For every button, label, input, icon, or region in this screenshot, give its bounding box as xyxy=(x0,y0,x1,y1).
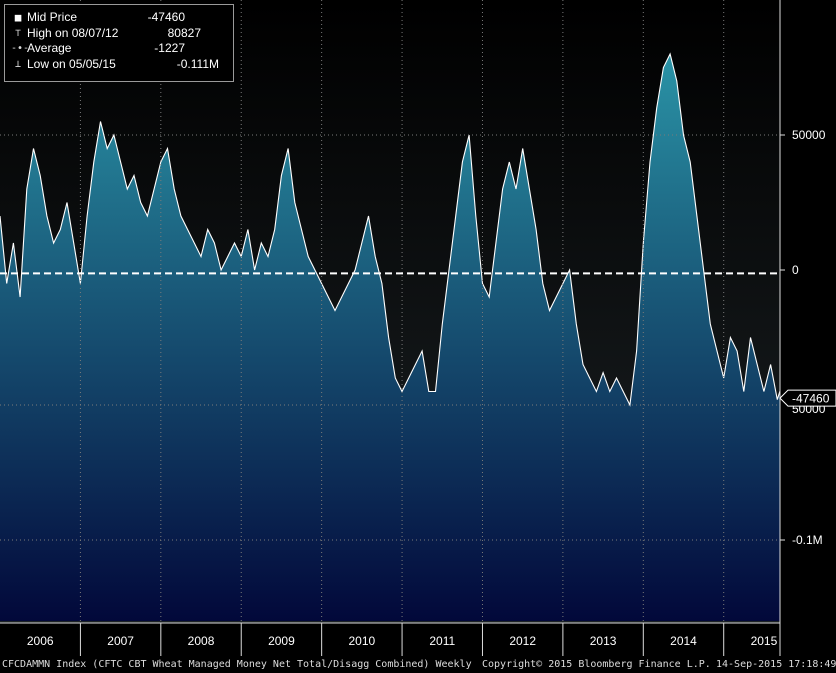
y-axis-panel xyxy=(780,0,836,623)
legend-average-value: -1227 xyxy=(154,41,185,55)
x-tick-label-2012: 2012 xyxy=(509,634,536,648)
legend-mid-price-label: Mid Price xyxy=(27,10,78,24)
x-tick-label-2015: 2015 xyxy=(751,634,778,648)
legend-row-mid-price: ■ Mid Price -47460 xyxy=(11,10,227,26)
x-tick-label-2011: 2011 xyxy=(429,634,455,648)
footer-timestamp: 14-Sep-2015 17:18:49 xyxy=(716,659,836,670)
series-line xyxy=(0,52,836,460)
average-line-icon: -•- xyxy=(11,43,30,54)
footer-copyright: Copyright© 2015 Bloomberg Finance L.P. xyxy=(482,659,711,670)
legend-box: ■ Mid Price -47460 ⊤ High on 08/07/12 80… xyxy=(4,4,234,82)
x-tick-label-2009: 2009 xyxy=(268,634,295,648)
legend-row-high: ⊤ High on 08/07/12 80827 xyxy=(11,26,227,42)
high-marker-icon: ⊤ xyxy=(14,27,22,39)
x-tick-label-2010: 2010 xyxy=(349,634,376,648)
chart-footer: CFCDAMMN Index (CFTC CBT Wheat Managed M… xyxy=(0,656,836,673)
legend-high-value: 80827 xyxy=(167,25,201,40)
legend-row-average: -•- Average -1227 xyxy=(11,41,227,57)
x-tick-label-2013: 2013 xyxy=(590,634,617,648)
x-axis-band xyxy=(0,623,836,656)
last-value-label: -47460 xyxy=(792,392,830,406)
x-tick-label-2006: 2006 xyxy=(27,634,54,648)
y-tick-label-1: 0 xyxy=(792,263,799,277)
footer-index-name: CFCDAMMN Index (CFTC CBT Wheat Managed M… xyxy=(2,659,472,670)
square-icon: ■ xyxy=(14,11,22,24)
legend-average-label: Average xyxy=(27,41,72,55)
x-tick-label-2007: 2007 xyxy=(107,634,134,648)
legend-row-low: ⊥ Low on 05/05/15 -0.111M xyxy=(11,57,227,73)
legend-low-label: Low on 05/05/15 xyxy=(27,56,116,71)
low-marker-icon: ⊥ xyxy=(14,58,22,70)
legend-mid-price-value: -47460 xyxy=(147,10,185,24)
legend-high-label: High on 08/07/12 xyxy=(27,25,119,40)
y-tick-label-2: -0.1M xyxy=(792,533,823,547)
x-tick-label-2014: 2014 xyxy=(670,634,697,648)
last-value-marker xyxy=(779,389,836,407)
series-area xyxy=(0,54,836,621)
y-tick-label-0: 50000 xyxy=(792,128,826,142)
legend-low-value: -0.111M xyxy=(176,56,219,71)
x-tick-label-2008: 2008 xyxy=(188,634,215,648)
